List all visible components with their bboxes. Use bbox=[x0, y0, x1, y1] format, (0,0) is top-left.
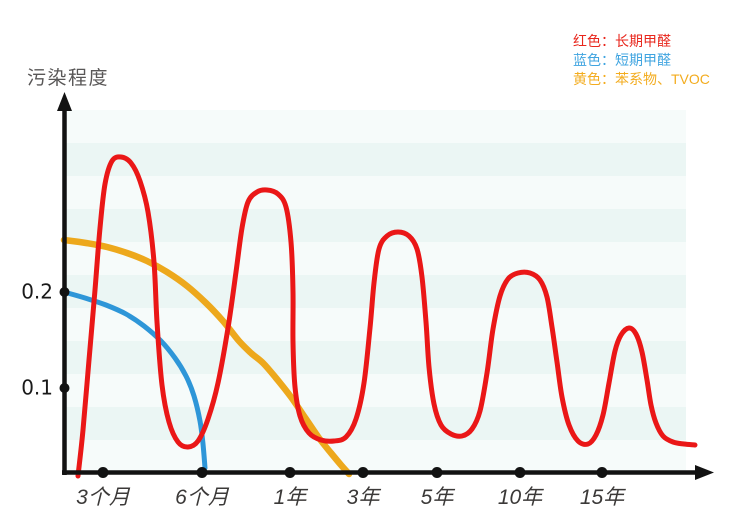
x-tick-dot-3年 bbox=[357, 467, 369, 478]
x-tick-dot-1年 bbox=[284, 467, 296, 478]
legend-item-blue-shortterm-formaldehyde: 蓝色：短期甲醛 bbox=[573, 52, 671, 68]
x-tick-label-5years: 5年 bbox=[420, 486, 454, 509]
x-tick-label-3years: 3年 bbox=[346, 486, 380, 509]
x-tick-dot-3个月 bbox=[97, 467, 109, 478]
y-axis-title: 污染程度 bbox=[27, 68, 110, 89]
y-tick-label-01: 0.1 bbox=[21, 375, 53, 400]
x-tick-label-10years: 10年 bbox=[497, 486, 543, 509]
legend-item-yellow-benzene-tvoc: 黄色：苯系物、TVOC bbox=[573, 71, 710, 87]
y-tick-label-02: 0.2 bbox=[21, 279, 53, 304]
plot-background-stripes bbox=[66, 110, 686, 473]
y-tick-dot-0.2 bbox=[59, 287, 70, 297]
series-curve-短期甲醛 bbox=[61, 289, 208, 471]
x-tick-label-6months: 6个月 bbox=[175, 486, 229, 509]
x-tick-dot-5年 bbox=[431, 467, 443, 478]
x-tick-dot-6个月 bbox=[196, 467, 208, 478]
y-axis-arrow-icon bbox=[57, 92, 72, 111]
legend: 红色：长期甲醛 蓝色：短期甲醛 黄色：苯系物、TVOC bbox=[573, 32, 710, 89]
x-tick-dot-10年 bbox=[514, 467, 526, 478]
series-curve-苯系物、TVOC bbox=[60, 236, 353, 478]
x-tick-label-15years: 15年 bbox=[579, 486, 625, 509]
x-tick-label-1year: 1年 bbox=[273, 486, 307, 509]
legend-item-red-longterm-formaldehyde: 红色：长期甲醛 bbox=[573, 33, 671, 49]
x-tick-label-3months: 3个月 bbox=[76, 486, 130, 509]
x-tick-dot-15年 bbox=[596, 467, 608, 478]
y-tick-dot-0.1 bbox=[59, 383, 70, 393]
x-axis-arrow-icon bbox=[695, 465, 714, 480]
series-curve-长期甲醛 bbox=[75, 154, 698, 479]
